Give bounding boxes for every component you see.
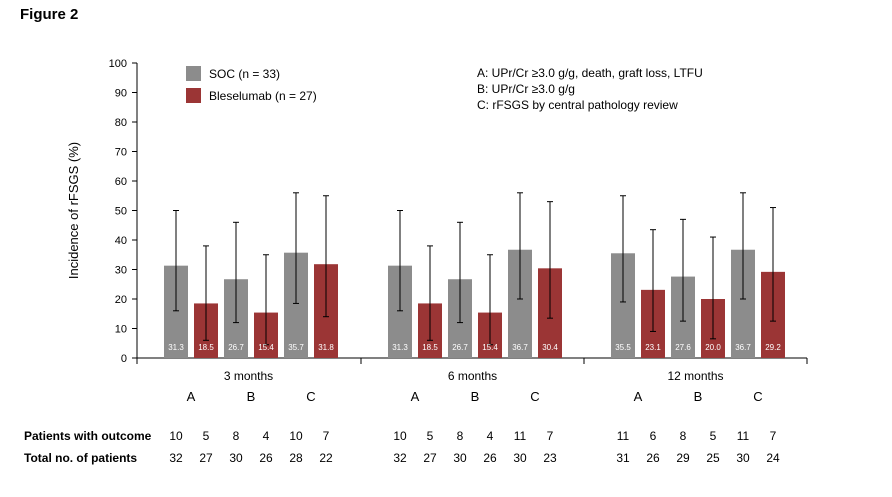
subgroup-label: C: [306, 389, 315, 404]
y-tick-label: 40: [115, 235, 127, 247]
table-row-label: Total no. of patients: [24, 451, 137, 465]
bar-value-label: 36.7: [512, 343, 528, 352]
table-cell: 11: [737, 429, 750, 443]
table-cell: 8: [233, 429, 240, 443]
chart-bars: 31.3 18.5 A 26.7 15.4 B 35.7 31.8 C 3 months 31.3 1…: [164, 192, 785, 404]
table-cell: 6: [650, 429, 657, 443]
bar-value-label: 35.7: [288, 343, 304, 352]
table-cell: 7: [770, 429, 777, 443]
table-cell: 30: [453, 451, 467, 465]
y-axis-label: Incidence of rFSGS (%): [66, 142, 81, 279]
y-tick-label: 100: [109, 58, 127, 70]
bar-value-label: 29.2: [765, 343, 781, 352]
legend-label: SOC (n = 33): [209, 67, 280, 81]
table-cell: 24: [766, 451, 780, 465]
bar-value-label: 18.5: [422, 343, 438, 352]
table-cell: 5: [427, 429, 434, 443]
bar-value-label: 31.8: [318, 343, 334, 352]
y-tick-label: 50: [115, 206, 127, 218]
table-cell: 7: [547, 429, 554, 443]
bar-value-label: 35.5: [615, 343, 631, 352]
table-cell: 8: [457, 429, 464, 443]
table-cell: 23: [543, 451, 557, 465]
bar-value-label: 30.4: [542, 343, 558, 352]
bar-value-label: 26.7: [452, 343, 468, 352]
table-cell: 7: [323, 429, 330, 443]
subgroup-label: C: [753, 389, 762, 404]
subgroup-label: A: [411, 389, 420, 404]
table-cell: 11: [514, 429, 527, 443]
annotation-text: C: rFSGS by central pathology review: [477, 98, 678, 112]
legend-swatch: [186, 88, 201, 103]
table-cell: 10: [393, 429, 407, 443]
bar-value-label: 15.4: [482, 343, 498, 352]
table-cell: 11: [617, 429, 630, 443]
subgroup-label: A: [187, 389, 196, 404]
y-tick-label: 60: [115, 176, 127, 188]
table-cell: 26: [483, 451, 497, 465]
y-tick-label: 30: [115, 265, 127, 277]
y-tick-label: 80: [115, 117, 127, 129]
bar-value-label: 31.3: [168, 343, 184, 352]
table-cell: 10: [169, 429, 183, 443]
table-cell: 22: [319, 451, 333, 465]
bar-value-label: 36.7: [735, 343, 751, 352]
annotation-text: A: UPr/Cr ≥3.0 g/g, death, graft loss, L…: [477, 66, 703, 80]
y-tick-label: 90: [115, 88, 127, 100]
table-cell: 29: [676, 451, 690, 465]
table-row-label: Patients with outcome: [24, 429, 152, 443]
figure-title: Figure 2: [20, 6, 79, 23]
table-cell: 28: [289, 451, 303, 465]
bar-value-label: 15.4: [258, 343, 274, 352]
table-cell: 25: [706, 451, 720, 465]
table-cell: 26: [259, 451, 273, 465]
table-cell: 27: [423, 451, 437, 465]
table-cell: 5: [203, 429, 210, 443]
chart-legend: SOC (n = 33) Bleselumab (n = 27): [186, 66, 317, 103]
subgroup-label: C: [530, 389, 539, 404]
chart-annotations: A: UPr/Cr ≥3.0 g/g, death, graft loss, L…: [477, 66, 703, 112]
table-cell: 27: [199, 451, 213, 465]
legend-swatch: [186, 66, 201, 81]
bar-value-label: 27.6: [675, 343, 691, 352]
chart-axes: 0 10 20 30 40 50 60 70 80 90 100 Incidence of rFSGS…: [66, 58, 808, 365]
y-tick-label: 10: [115, 324, 127, 336]
table-cell: 4: [263, 429, 270, 443]
table-cell: 32: [393, 451, 407, 465]
table-cell: 5: [710, 429, 717, 443]
subgroup-label: B: [471, 389, 480, 404]
bar-value-label: 26.7: [228, 343, 244, 352]
subgroup-label: A: [634, 389, 643, 404]
bar-value-label: 18.5: [198, 343, 214, 352]
bar-value-label: 23.1: [645, 343, 661, 352]
table-cell: 8: [680, 429, 687, 443]
subgroup-label: B: [247, 389, 256, 404]
annotation-text: B: UPr/Cr ≥3.0 g/g: [477, 82, 575, 96]
patient-table: Patients with outcome 10 5 8 4 10 7 10 5 8 4 11 7 11 6…: [24, 429, 780, 465]
table-cell: 30: [513, 451, 527, 465]
table-cell: 30: [229, 451, 243, 465]
table-cell: 32: [169, 451, 183, 465]
subgroup-label: B: [694, 389, 703, 404]
y-tick-label: 0: [121, 353, 127, 365]
legend-label: Bleselumab (n = 27): [209, 89, 317, 103]
table-cell: 31: [616, 451, 630, 465]
y-tick-label: 20: [115, 294, 127, 306]
table-cell: 26: [646, 451, 660, 465]
y-tick-label: 70: [115, 147, 127, 159]
bar-value-label: 20.0: [705, 343, 721, 352]
table-cell: 10: [289, 429, 303, 443]
table-cell: 4: [487, 429, 494, 443]
bar-value-label: 31.3: [392, 343, 408, 352]
group-label: 6 months: [448, 369, 497, 383]
group-label: 3 months: [224, 369, 273, 383]
table-cell: 30: [736, 451, 750, 465]
group-label: 12 months: [667, 369, 723, 383]
